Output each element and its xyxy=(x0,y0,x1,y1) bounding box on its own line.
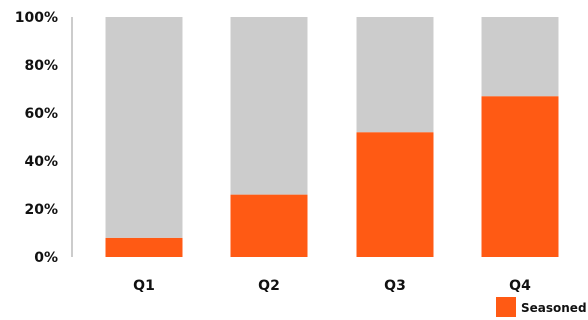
y-tick-label: 0% xyxy=(34,250,58,266)
bar-seasoned-q3 xyxy=(356,132,434,257)
y-tick-label: 80% xyxy=(24,58,58,74)
x-tick-label: Q4 xyxy=(509,278,531,294)
bars xyxy=(105,17,559,257)
bar-seasoned-q2 xyxy=(230,194,308,257)
bar-remainder-q3 xyxy=(356,17,434,133)
y-tick-label: 40% xyxy=(24,154,58,170)
y-tick-label: 100% xyxy=(15,10,58,26)
bar-seasoned-q4 xyxy=(481,96,559,257)
legend: Seasoned xyxy=(496,297,587,317)
bar-seasoned-q1 xyxy=(105,237,183,257)
bar-remainder-q2 xyxy=(230,17,308,195)
y-axis: 0% 20% 40% 60% 80% 100% xyxy=(15,10,58,266)
x-tick-label: Q2 xyxy=(258,278,280,294)
y-tick-label: 60% xyxy=(24,106,58,122)
y-tick-label: 20% xyxy=(24,202,58,218)
x-tick-label: Q3 xyxy=(384,278,406,294)
bar-remainder-q4 xyxy=(481,17,559,97)
x-tick-label: Q1 xyxy=(133,278,155,294)
x-axis: Q1 Q2 Q3 Q4 xyxy=(133,278,531,294)
legend-label-seasoned: Seasoned xyxy=(521,301,587,315)
legend-swatch-seasoned xyxy=(496,297,516,317)
bar-remainder-q1 xyxy=(105,17,183,238)
